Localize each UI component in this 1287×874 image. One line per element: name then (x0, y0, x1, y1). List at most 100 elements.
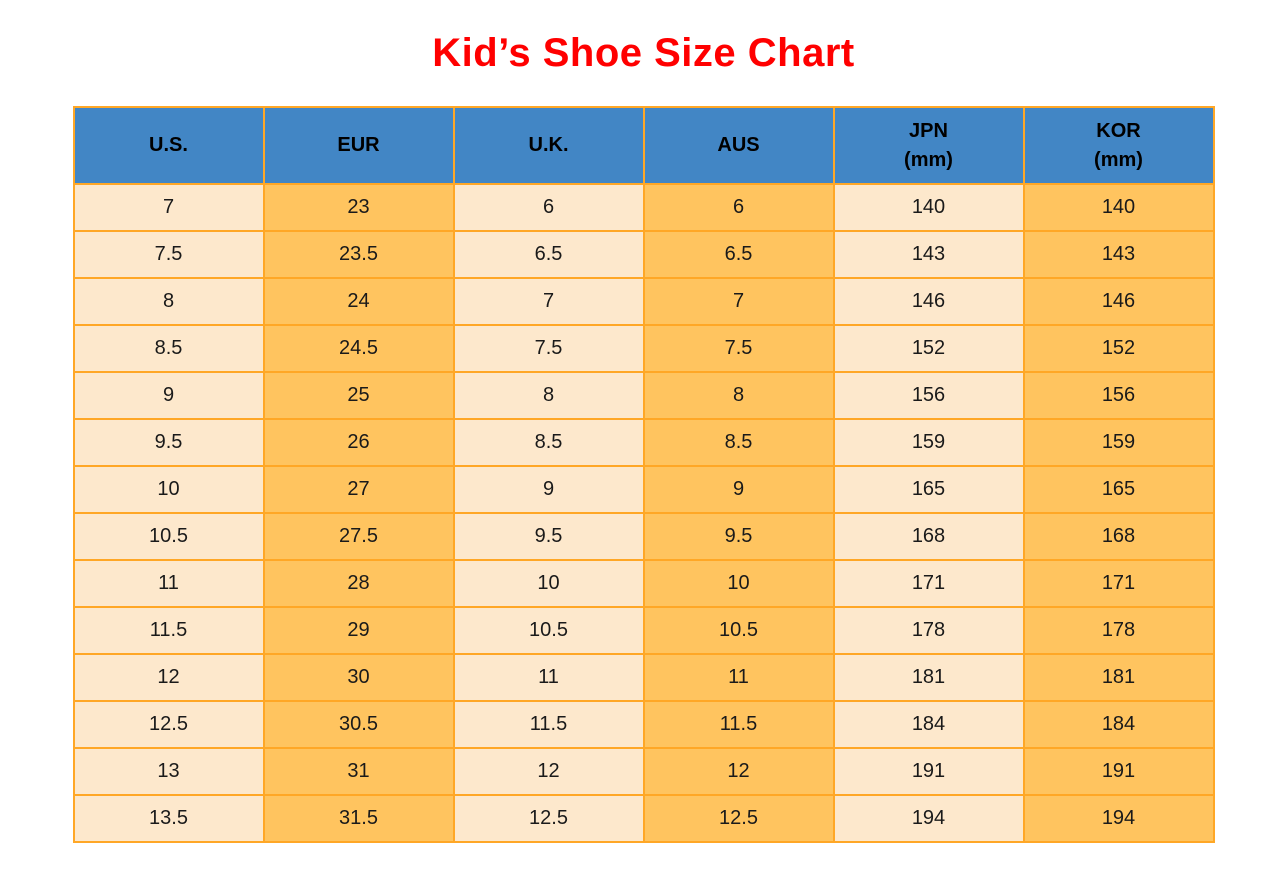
table-cell: 10 (72, 465, 265, 514)
table-cell: 184 (1022, 700, 1215, 749)
table-cell: 9 (642, 465, 835, 514)
table-cell: 12.5 (72, 700, 265, 749)
table-cell: 184 (832, 700, 1025, 749)
table-cell: 159 (832, 418, 1025, 467)
table-cell: 194 (1022, 794, 1215, 843)
table-cell: 9 (72, 371, 265, 420)
table-cell: 165 (832, 465, 1025, 514)
table-cell: 11 (72, 559, 265, 608)
table-row: 11.5 29 10.5 10.5 178 178 (72, 606, 1215, 655)
header-cell-jpn: JPN (mm) (832, 106, 1025, 185)
table-cell: 23 (262, 183, 455, 232)
table-cell: 168 (1022, 512, 1215, 561)
table-cell: 10.5 (642, 606, 835, 655)
table-cell: 10 (452, 559, 645, 608)
table-cell: 7 (642, 277, 835, 326)
table-cell: 12 (72, 653, 265, 702)
table-cell: 26 (262, 418, 455, 467)
table-header-row: U.S. EUR U.K. AUS JPN (mm) KOR (mm) (72, 106, 1215, 185)
table-cell: 11 (642, 653, 835, 702)
table-cell: 140 (832, 183, 1025, 232)
table-cell: 12 (452, 747, 645, 796)
table-cell: 181 (832, 653, 1025, 702)
table-cell: 28 (262, 559, 455, 608)
table-cell: 30 (262, 653, 455, 702)
header-cell-uk: U.K. (452, 106, 645, 185)
table-cell: 159 (1022, 418, 1215, 467)
table-cell: 191 (1022, 747, 1215, 796)
table-cell: 7.5 (72, 230, 265, 279)
table-cell: 146 (1022, 277, 1215, 326)
table-cell: 178 (832, 606, 1025, 655)
table-cell: 6.5 (642, 230, 835, 279)
table-cell: 27.5 (262, 512, 455, 561)
table-row: 12 30 11 11 181 181 (72, 653, 1215, 702)
table-row: 7 23 6 6 140 140 (72, 183, 1215, 232)
table-cell: 8.5 (72, 324, 265, 373)
table-cell: 171 (832, 559, 1025, 608)
table-row: 11 28 10 10 171 171 (72, 559, 1215, 608)
table-cell: 8 (72, 277, 265, 326)
table-cell: 11.5 (452, 700, 645, 749)
table-cell: 11.5 (72, 606, 265, 655)
table-cell: 8 (452, 371, 645, 420)
table-cell: 9.5 (72, 418, 265, 467)
header-cell-eur: EUR (262, 106, 455, 185)
table-cell: 146 (832, 277, 1025, 326)
table-cell: 143 (1022, 230, 1215, 279)
table-cell: 12 (642, 747, 835, 796)
table-cell: 13.5 (72, 794, 265, 843)
table-cell: 156 (1022, 371, 1215, 420)
table-cell: 143 (832, 230, 1025, 279)
table-cell: 7.5 (642, 324, 835, 373)
table-cell: 156 (832, 371, 1025, 420)
table-cell: 178 (1022, 606, 1215, 655)
table-cell: 9.5 (642, 512, 835, 561)
table-row: 13.5 31.5 12.5 12.5 194 194 (72, 794, 1215, 843)
table-cell: 24.5 (262, 324, 455, 373)
table-cell: 7 (72, 183, 265, 232)
table-cell: 31 (262, 747, 455, 796)
table-cell: 171 (1022, 559, 1215, 608)
table-cell: 27 (262, 465, 455, 514)
table-cell: 8.5 (452, 418, 645, 467)
shoe-size-table: U.S. EUR U.K. AUS JPN (mm) KOR (mm) 7 23 6 6 140 140… (72, 106, 1215, 843)
table-cell: 9.5 (452, 512, 645, 561)
header-cell-kor: KOR (mm) (1022, 106, 1215, 185)
table-cell: 29 (262, 606, 455, 655)
table-row: 8.5 24.5 7.5 7.5 152 152 (72, 324, 1215, 373)
table-cell: 152 (1022, 324, 1215, 373)
table-cell: 6 (452, 183, 645, 232)
table-cell: 194 (832, 794, 1025, 843)
table-cell: 8.5 (642, 418, 835, 467)
table-body: 7 23 6 6 140 140 7.5 23.5 6.5 6.5 143 143 8 24 7 7 146 14… (72, 183, 1215, 843)
table-cell: 31.5 (262, 794, 455, 843)
table-header: U.S. EUR U.K. AUS JPN (mm) KOR (mm) (72, 106, 1215, 185)
table-cell: 9 (452, 465, 645, 514)
table-row: 10 27 9 9 165 165 (72, 465, 1215, 514)
table-cell: 8 (642, 371, 835, 420)
table-row: 12.5 30.5 11.5 11.5 184 184 (72, 700, 1215, 749)
table-cell: 152 (832, 324, 1025, 373)
table-cell: 6.5 (452, 230, 645, 279)
table-cell: 12.5 (452, 794, 645, 843)
table-cell: 23.5 (262, 230, 455, 279)
table-cell: 7.5 (452, 324, 645, 373)
table-row: 7.5 23.5 6.5 6.5 143 143 (72, 230, 1215, 279)
table-cell: 24 (262, 277, 455, 326)
table-row: 9.5 26 8.5 8.5 159 159 (72, 418, 1215, 467)
page-title: Kid’s Shoe Size Chart (432, 31, 855, 75)
table-cell: 12.5 (642, 794, 835, 843)
table-cell: 13 (72, 747, 265, 796)
table-cell: 191 (832, 747, 1025, 796)
table-cell: 6 (642, 183, 835, 232)
header-cell-aus: AUS (642, 106, 835, 185)
table-cell: 11.5 (642, 700, 835, 749)
table-cell: 165 (1022, 465, 1215, 514)
table-cell: 140 (1022, 183, 1215, 232)
table-cell: 10.5 (452, 606, 645, 655)
table-row: 9 25 8 8 156 156 (72, 371, 1215, 420)
table-cell: 25 (262, 371, 455, 420)
table-cell: 10 (642, 559, 835, 608)
table-cell: 30.5 (262, 700, 455, 749)
